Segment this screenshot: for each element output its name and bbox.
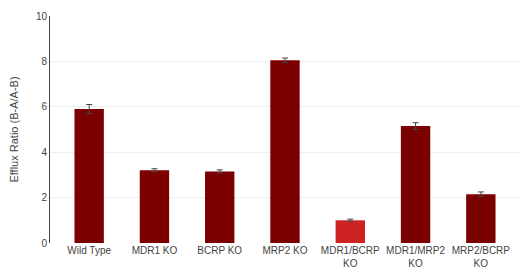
svg-text:4: 4 xyxy=(41,147,47,158)
svg-text:2: 2 xyxy=(41,192,47,203)
svg-text:MDR1/MRP2KO: MDR1/MRP2KO xyxy=(386,245,445,269)
svg-text:BCRP KO: BCRP KO xyxy=(197,245,242,256)
svg-text:0: 0 xyxy=(41,238,47,249)
svg-text:MDR1/BCRPKO: MDR1/BCRPKO xyxy=(321,245,380,269)
svg-text:6: 6 xyxy=(41,101,47,112)
svg-text:Wild Type: Wild Type xyxy=(67,245,111,256)
svg-text:10: 10 xyxy=(36,11,48,22)
svg-text:MRP2 KO: MRP2 KO xyxy=(262,245,307,256)
svg-text:8: 8 xyxy=(41,56,47,67)
svg-text:MDR1 KO: MDR1 KO xyxy=(132,245,178,256)
svg-text:MRP2/BCRPKO: MRP2/BCRPKO xyxy=(452,245,511,269)
svg-text:Efflux Ratio (B-A/A-B): Efflux Ratio (B-A/A-B) xyxy=(8,76,20,182)
